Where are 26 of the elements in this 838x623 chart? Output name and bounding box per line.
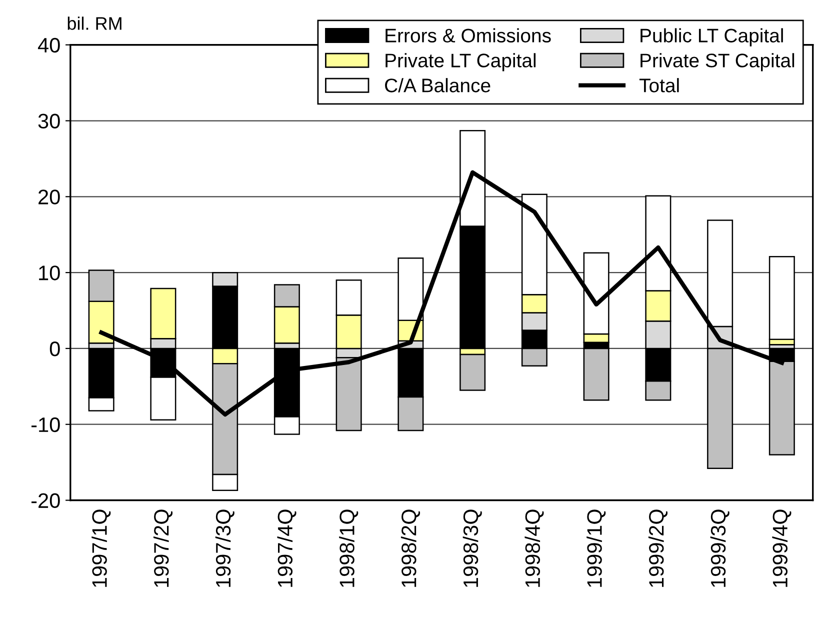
x-tick-label: 1997/1Q: [92, 510, 111, 587]
y-axis-title: bil. RM: [68, 16, 122, 30]
y-tick-label: -10: [31, 417, 60, 432]
x-tick-label: 1998/3Q: [462, 510, 482, 587]
legend-label: Errors & Omissions: [386, 28, 551, 42]
x-tick-label: 1998/2Q: [400, 510, 420, 587]
x-tick-label: 1998/1Q: [339, 510, 358, 587]
x-tick-label: 1997/2Q: [153, 510, 173, 587]
legend-label: Public LT Capital: [640, 28, 783, 46]
legend-label: Private LT Capital: [386, 53, 536, 72]
y-tick-label: 10: [39, 266, 60, 280]
legend-label: Total: [639, 78, 679, 92]
y-tick-label: -20: [31, 493, 60, 508]
x-tick-label: 1999/4Q: [772, 510, 792, 587]
y-tick-label: 0: [50, 341, 60, 356]
x-tick-label: 1999/2Q: [648, 510, 668, 587]
y-tick-label: 40: [38, 38, 60, 53]
legend-label: Private ST Capital: [640, 53, 794, 72]
y-tick-label: 20: [38, 190, 60, 204]
x-tick-label: 1998/4Q: [524, 510, 544, 587]
y-tick-label: 30: [38, 114, 60, 129]
x-tick-label: 1999/1Q: [586, 510, 606, 587]
x-tick-label: 1997/4Q: [277, 510, 296, 587]
x-tick-label: 1997/3Q: [215, 510, 234, 587]
x-tick-label: 1999/3Q: [710, 510, 730, 587]
legend-label: C/A Balance: [385, 78, 490, 92]
